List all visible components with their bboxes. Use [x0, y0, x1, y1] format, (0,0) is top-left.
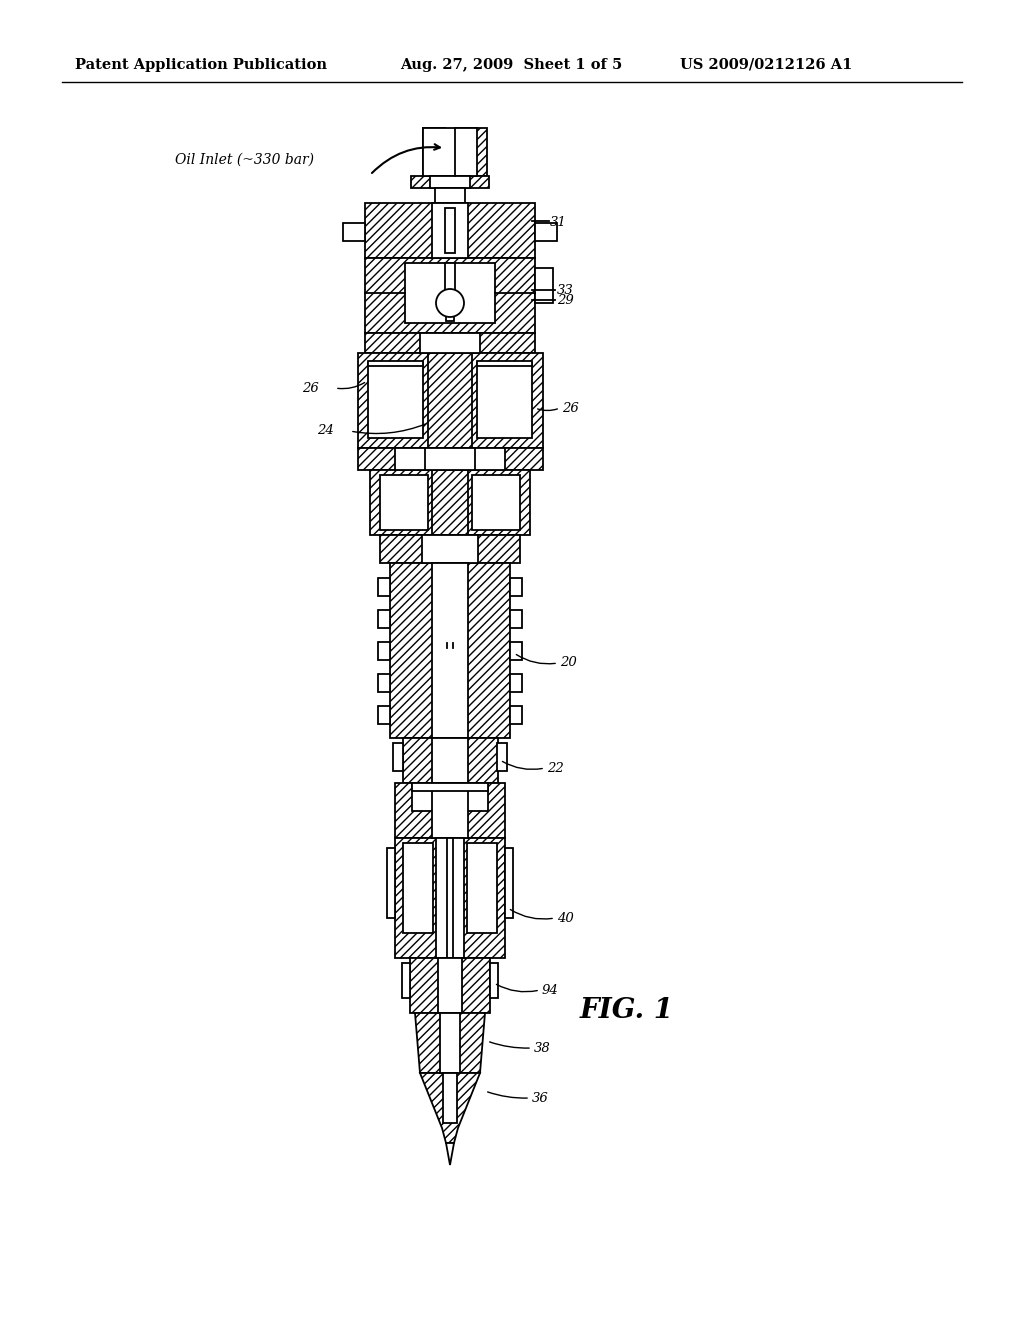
Bar — [387, 847, 395, 917]
Bar — [403, 843, 433, 933]
Text: 24: 24 — [317, 425, 334, 437]
Bar — [428, 352, 472, 447]
Bar — [436, 838, 464, 958]
Bar — [343, 223, 365, 242]
Bar — [365, 257, 535, 333]
Bar — [490, 964, 498, 998]
Bar — [370, 470, 530, 535]
Text: 33: 33 — [557, 284, 573, 297]
Text: 26: 26 — [302, 381, 318, 395]
Bar — [477, 360, 532, 366]
Bar — [403, 738, 498, 783]
Bar — [432, 783, 468, 838]
Polygon shape — [420, 1073, 480, 1143]
Bar — [423, 128, 477, 176]
Bar — [472, 475, 520, 531]
Bar — [446, 313, 454, 321]
Bar — [423, 128, 445, 176]
Bar — [510, 578, 522, 597]
Bar — [535, 223, 557, 242]
Bar — [510, 706, 522, 723]
Bar — [422, 535, 478, 564]
Bar — [365, 203, 535, 257]
Bar — [445, 263, 455, 293]
Bar — [438, 958, 462, 1012]
Bar — [378, 610, 390, 628]
Text: 36: 36 — [532, 1092, 549, 1105]
Bar — [406, 263, 495, 323]
Text: 94: 94 — [542, 983, 559, 997]
Text: 38: 38 — [534, 1041, 551, 1055]
Text: 31: 31 — [550, 215, 566, 228]
Bar — [535, 268, 553, 304]
Bar — [455, 128, 487, 176]
Bar — [358, 352, 543, 447]
Bar — [445, 209, 455, 253]
Bar — [440, 1012, 460, 1073]
Bar — [425, 447, 475, 470]
Bar — [411, 176, 489, 187]
Bar — [432, 564, 468, 738]
Bar — [432, 470, 468, 535]
Bar — [365, 333, 535, 352]
Bar — [510, 642, 522, 660]
Bar — [467, 843, 497, 933]
Bar — [378, 675, 390, 692]
Bar — [412, 783, 488, 791]
Bar — [378, 578, 390, 597]
Bar — [390, 564, 510, 738]
Bar — [432, 203, 468, 257]
Circle shape — [436, 289, 464, 317]
Bar — [510, 675, 522, 692]
Text: 20: 20 — [560, 656, 577, 669]
Bar — [393, 743, 403, 771]
Polygon shape — [446, 1143, 454, 1166]
Bar — [395, 783, 505, 838]
Bar — [402, 964, 410, 998]
Bar — [378, 706, 390, 723]
Bar — [497, 743, 507, 771]
Bar — [380, 535, 520, 564]
Text: 26: 26 — [562, 401, 579, 414]
Text: FIG. 1: FIG. 1 — [580, 997, 674, 1023]
Text: Patent Application Publication: Patent Application Publication — [75, 58, 327, 73]
Bar — [510, 610, 522, 628]
Text: Aug. 27, 2009  Sheet 1 of 5: Aug. 27, 2009 Sheet 1 of 5 — [400, 58, 623, 73]
Bar — [378, 642, 390, 660]
Text: Oil Inlet (~330 bar): Oil Inlet (~330 bar) — [175, 153, 314, 168]
Text: 29: 29 — [557, 293, 573, 306]
Polygon shape — [415, 1012, 485, 1073]
Bar — [432, 738, 468, 783]
Bar — [420, 333, 480, 352]
Text: 40: 40 — [557, 912, 573, 924]
Bar — [447, 838, 453, 958]
Bar — [395, 447, 505, 470]
Bar — [380, 475, 428, 531]
Text: US 2009/0212126 A1: US 2009/0212126 A1 — [680, 58, 852, 73]
Polygon shape — [447, 821, 453, 836]
Bar — [505, 847, 513, 917]
Bar — [430, 176, 470, 187]
Bar — [358, 447, 543, 470]
Bar — [395, 838, 505, 958]
Bar — [368, 360, 423, 366]
Bar — [410, 958, 490, 1012]
Bar — [443, 1073, 457, 1123]
Bar — [435, 187, 465, 203]
Bar — [412, 783, 488, 810]
Bar — [477, 363, 532, 438]
Bar — [368, 363, 423, 438]
Text: 22: 22 — [547, 762, 564, 775]
